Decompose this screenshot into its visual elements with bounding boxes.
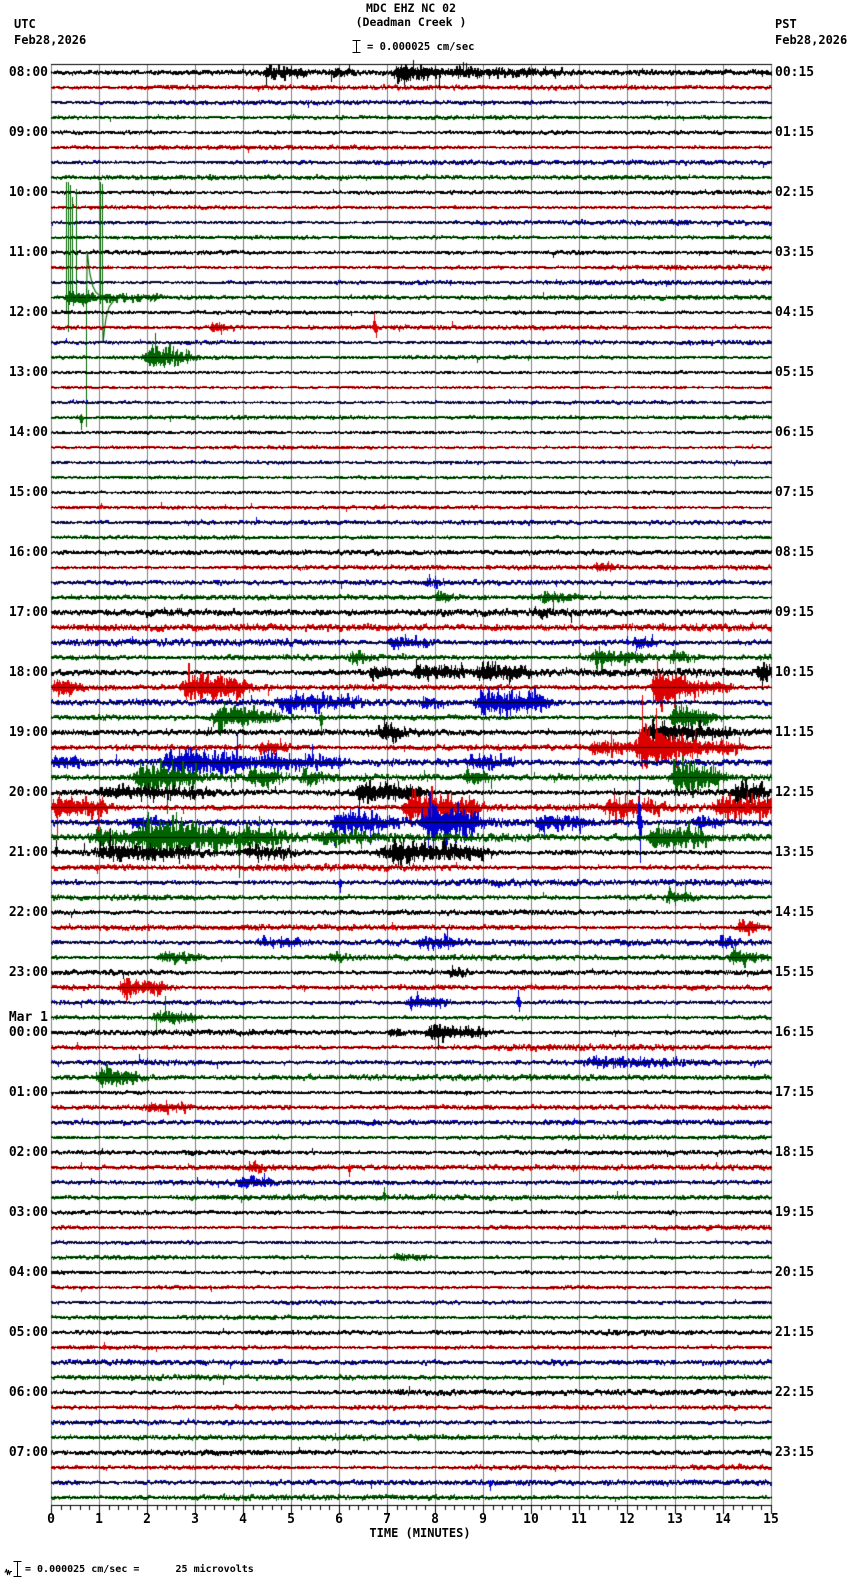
utc-hour-label: 16:00: [8, 545, 48, 560]
scale-label: = 0.000025 cm/sec: [367, 41, 475, 53]
utc-hour-label: 04:00: [8, 1265, 48, 1280]
pst-hour-label: 16:15: [775, 1025, 815, 1040]
pst-hour-label: 04:15: [775, 305, 815, 320]
amplitude-scale-bar-icon: [352, 40, 361, 53]
pst-hour-label: 14:15: [775, 905, 815, 920]
utc-hour-label: 18:00: [8, 665, 48, 680]
utc-hour-label: 20:00: [8, 785, 48, 800]
utc-hour-label: 10:00: [8, 185, 48, 200]
minute-tick-label: 10: [523, 1512, 539, 1527]
utc-hour-label: 07:00: [8, 1445, 48, 1460]
pst-hour-label: 03:15: [775, 245, 815, 260]
station-subtitle: (Deadman Creek ): [355, 15, 467, 29]
utc-hour-label: 17:00: [8, 605, 48, 620]
utc-hour-label: 05:00: [8, 1325, 48, 1340]
utc-hour-label: 19:00: [8, 725, 48, 740]
utc-hour-label: 03:00: [8, 1205, 48, 1220]
utc-hour-label: 09:00: [8, 125, 48, 140]
left-date-label: Feb28,2026: [14, 33, 87, 47]
pst-hour-label: 10:15: [775, 665, 815, 680]
pst-hour-label: 23:15: [775, 1445, 815, 1460]
minute-tick-label: 8: [431, 1512, 439, 1527]
pst-hour-label: 22:15: [775, 1385, 815, 1400]
utc-hour-label: 11:00: [8, 245, 48, 260]
pst-hour-label: 21:15: [775, 1325, 815, 1340]
pst-hour-label: 20:15: [775, 1265, 815, 1280]
utc-hour-label: 00:00: [8, 1025, 48, 1040]
pst-hour-label: 12:15: [775, 785, 815, 800]
pst-hour-label: 15:15: [775, 965, 815, 980]
minute-tick-label: 7: [383, 1512, 391, 1527]
minute-tick-label: 11: [571, 1512, 587, 1527]
minute-tick-label: 4: [239, 1512, 247, 1527]
utc-hour-label: 06:00: [8, 1385, 48, 1400]
minute-tick-label: 1: [95, 1512, 103, 1527]
pst-hour-label: 07:15: [775, 485, 815, 500]
utc-hour-label: 12:00: [8, 305, 48, 320]
utc-hour-label: 02:00: [8, 1145, 48, 1160]
minute-tick-label: 13: [667, 1512, 683, 1527]
pst-hour-label: 13:15: [775, 845, 815, 860]
pst-hour-label: 19:15: [775, 1205, 815, 1220]
utc-hour-label: 15:00: [8, 485, 48, 500]
minute-tick-label: 3: [191, 1512, 199, 1527]
pst-hour-label: 05:15: [775, 365, 815, 380]
pst-hour-label: 17:15: [775, 1085, 815, 1100]
right-date-label: Feb28,2026: [775, 33, 848, 47]
x-axis-title: TIME (MINUTES): [369, 1526, 471, 1540]
utc-hour-label: 13:00: [8, 365, 48, 380]
footer-scale-bar-icon: [13, 1561, 22, 1577]
minute-tick-label: 15: [763, 1512, 779, 1527]
pst-hour-label: 06:15: [775, 425, 815, 440]
pst-hour-label: 18:15: [775, 1145, 815, 1160]
utc-hour-label: 23:00: [8, 965, 48, 980]
footer-scale-label: = 0.000025 cm/sec = 25 microvolts: [25, 1564, 254, 1575]
utc-hour-label: 01:00: [8, 1085, 48, 1100]
pst-hour-label: 09:15: [775, 605, 815, 620]
pst-hour-label: 02:15: [775, 185, 815, 200]
utc-hour-label: 22:00: [8, 905, 48, 920]
station-title: MDC EHZ NC 02: [365, 1, 456, 15]
utc-hour-label: 14:00: [8, 425, 48, 440]
pst-hour-label: 00:15: [775, 65, 815, 80]
seismic-wiggle-icon: [4, 1568, 12, 1576]
minute-tick-label: 9: [479, 1512, 487, 1527]
pst-hour-label: 01:15: [775, 125, 815, 140]
minute-tick-label: 5: [287, 1512, 295, 1527]
minute-tick-label: 12: [619, 1512, 635, 1527]
pst-hour-label: 08:15: [775, 545, 815, 560]
minute-tick-label: 14: [715, 1512, 731, 1527]
minute-tick-label: 2: [143, 1512, 151, 1527]
date-rollover-label: Mar 1: [8, 1010, 48, 1025]
pst-hour-label: 11:15: [775, 725, 815, 740]
left-timezone-label: UTC: [14, 17, 36, 31]
utc-hour-label: 08:00: [8, 65, 48, 80]
right-timezone-label: PST: [775, 17, 797, 31]
utc-hour-label: 21:00: [8, 845, 48, 860]
minute-tick-label: 6: [335, 1512, 343, 1527]
minute-tick-label: 0: [47, 1512, 55, 1527]
